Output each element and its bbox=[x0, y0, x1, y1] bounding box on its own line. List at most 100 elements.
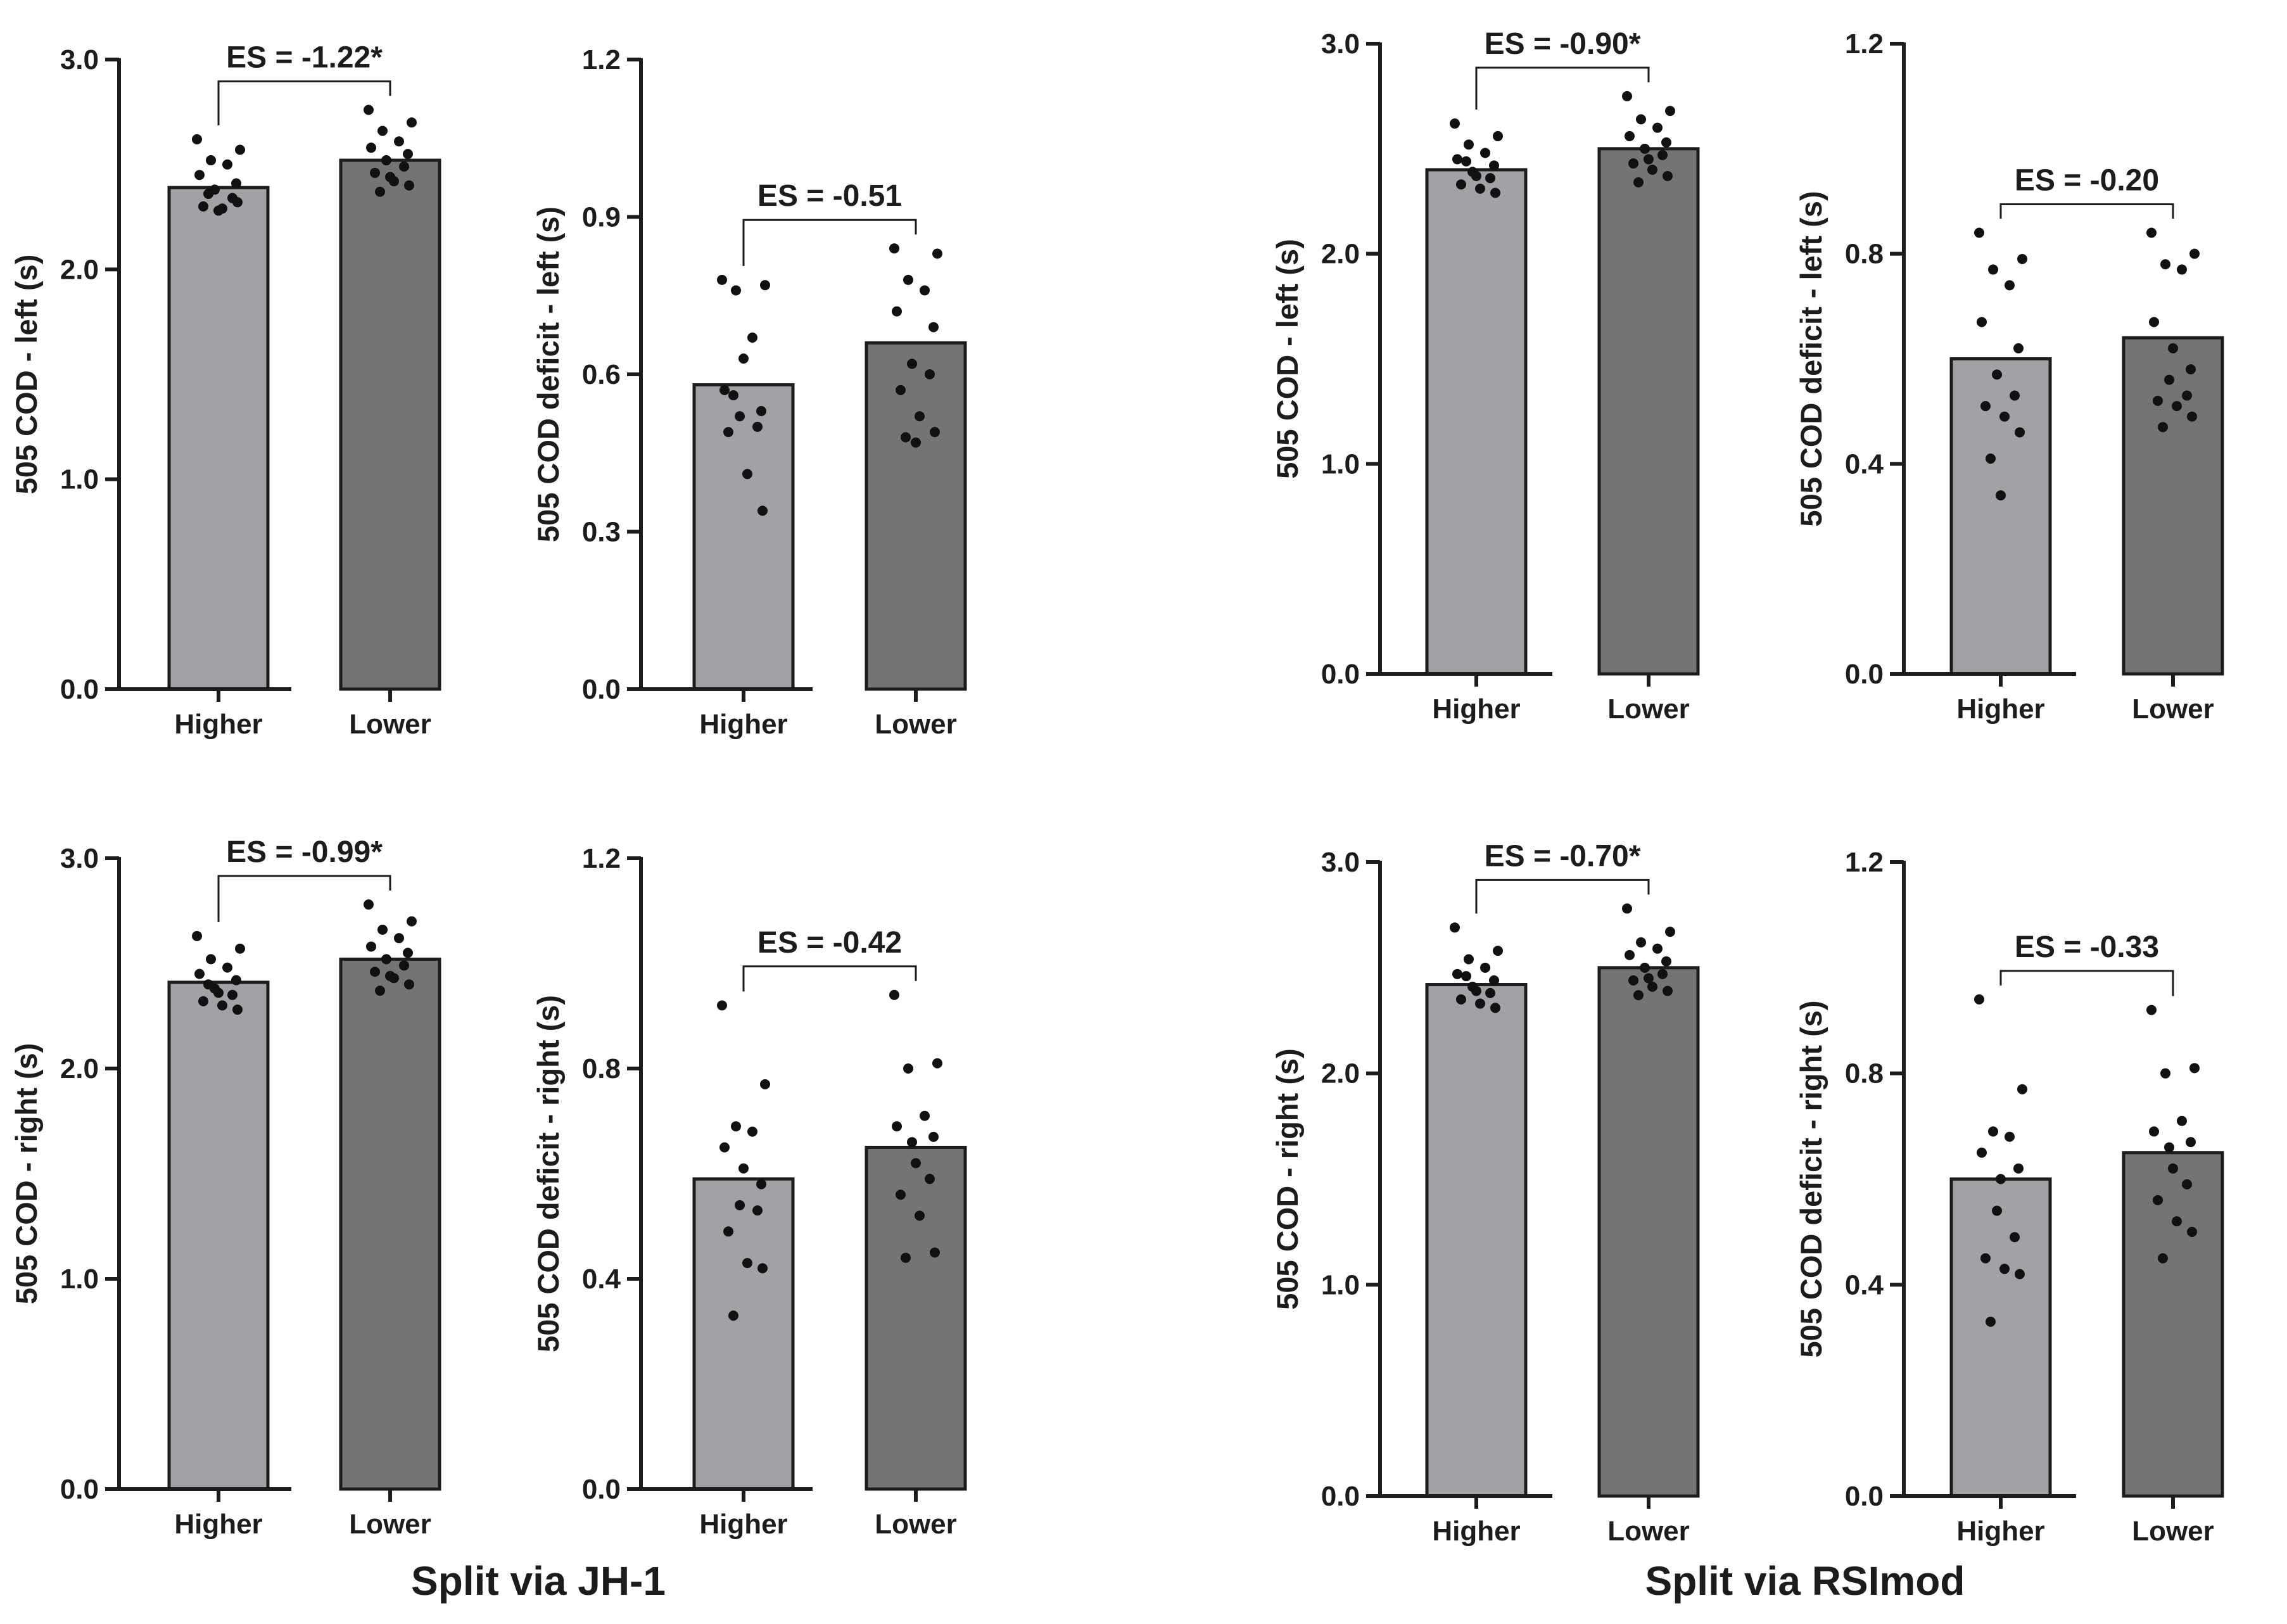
data-point bbox=[2177, 264, 2187, 275]
data-point bbox=[731, 1121, 741, 1132]
y-tick-label: 0.4 bbox=[1845, 1269, 1884, 1300]
data-point bbox=[375, 186, 385, 197]
significance-bracket bbox=[742, 965, 917, 992]
data-point bbox=[1644, 973, 1654, 984]
data-point bbox=[2186, 1137, 2196, 1148]
data-point bbox=[1661, 137, 1671, 148]
data-point bbox=[752, 421, 763, 432]
x-tick-label: Lower bbox=[2132, 1516, 2214, 1547]
bar-higher bbox=[167, 980, 270, 1491]
y-axis-title: 505 COD - left (s) bbox=[10, 255, 43, 495]
data-point bbox=[911, 1158, 921, 1169]
data-point bbox=[1489, 975, 1499, 986]
y-tick-label: 0.0 bbox=[1845, 659, 1884, 690]
x-tick-label: Higher bbox=[174, 1509, 262, 1540]
significance-bracket bbox=[217, 875, 391, 922]
data-point bbox=[1475, 998, 1485, 1009]
chart-panel-6: 0.0 0.4 0.8 1.2 Higher Lower 505 COD deficit -… bbox=[531, 843, 967, 1540]
data-point bbox=[760, 1079, 770, 1089]
data-point bbox=[2010, 1232, 2020, 1243]
x-tick-label: Lower bbox=[349, 1509, 431, 1540]
data-point bbox=[394, 933, 404, 944]
data-point bbox=[1663, 170, 1673, 181]
panels-layer: 0.0 1.0 2.0 3.0 Higher Lower 505 COD - left (s… bbox=[10, 27, 2224, 1547]
data-point bbox=[1657, 149, 1668, 160]
data-point bbox=[370, 167, 380, 178]
data-point bbox=[1657, 968, 1668, 979]
data-point bbox=[366, 143, 376, 153]
data-point bbox=[375, 986, 385, 996]
data-point bbox=[2160, 1068, 2170, 1079]
data-point bbox=[1461, 971, 1471, 982]
data-point bbox=[2010, 390, 2020, 401]
bar-higher bbox=[1425, 983, 1528, 1498]
bar-lower bbox=[1597, 966, 1700, 1498]
data-point bbox=[1652, 943, 1663, 954]
data-point bbox=[738, 1163, 749, 1174]
data-point bbox=[385, 970, 395, 981]
data-point bbox=[2146, 1005, 2157, 1015]
y-tick-label: 2.0 bbox=[1321, 1058, 1360, 1089]
data-point bbox=[1480, 148, 1490, 158]
chart-panel-3: 0.0 1.0 2.0 3.0 Higher Lower 505 COD - left (s… bbox=[1270, 27, 1700, 725]
data-point bbox=[2005, 280, 2015, 291]
data-point bbox=[364, 105, 374, 115]
y-tick-label: 3.0 bbox=[1321, 847, 1360, 878]
data-point bbox=[903, 1063, 913, 1074]
y-tick-label: 0.0 bbox=[1321, 1481, 1360, 1512]
significance-bracket bbox=[1475, 67, 1650, 110]
data-point bbox=[889, 243, 899, 254]
effect-size-annotation: ES = -0.51 bbox=[757, 179, 902, 213]
data-point bbox=[928, 322, 939, 333]
y-tick-label: 0.0 bbox=[582, 1474, 621, 1505]
data-point bbox=[1980, 1253, 1991, 1264]
data-point bbox=[2005, 1131, 2015, 1142]
data-point bbox=[920, 1110, 930, 1121]
data-point bbox=[2182, 1179, 2192, 1189]
data-point bbox=[366, 941, 376, 952]
data-point bbox=[1464, 139, 1474, 150]
data-point bbox=[403, 149, 413, 160]
data-point bbox=[232, 197, 243, 208]
x-tick-label: Lower bbox=[1607, 694, 1690, 725]
effect-size-annotation: ES = -0.42 bbox=[757, 926, 902, 960]
data-point bbox=[231, 178, 241, 189]
data-point bbox=[1636, 937, 1646, 948]
effect-size-annotation: ES = -0.70* bbox=[1485, 839, 1641, 873]
data-point bbox=[928, 1131, 939, 1142]
data-point bbox=[896, 1189, 906, 1200]
data-point bbox=[370, 967, 380, 977]
data-point bbox=[1475, 183, 1485, 194]
bar-higher bbox=[1949, 1177, 2052, 1498]
bar-lower bbox=[1597, 147, 1700, 676]
data-point bbox=[377, 924, 388, 935]
data-point bbox=[232, 1005, 243, 1015]
data-point bbox=[752, 1205, 763, 1216]
bar-lower bbox=[865, 341, 967, 691]
data-point bbox=[930, 427, 940, 438]
data-point bbox=[1652, 122, 1663, 133]
data-point bbox=[213, 205, 224, 216]
data-point bbox=[2146, 227, 2157, 238]
data-point bbox=[903, 274, 913, 285]
data-point bbox=[1986, 1316, 1996, 1327]
data-point bbox=[1999, 411, 2010, 422]
data-point bbox=[2187, 411, 2197, 422]
bar-higher bbox=[167, 186, 270, 691]
data-point bbox=[889, 989, 899, 1000]
data-point bbox=[2164, 1142, 2174, 1153]
data-point bbox=[203, 189, 213, 200]
data-point bbox=[203, 979, 213, 990]
data-point bbox=[1485, 173, 1495, 184]
data-point bbox=[1625, 130, 1635, 141]
x-tick-label: Higher bbox=[699, 1509, 787, 1540]
data-point bbox=[932, 248, 942, 259]
x-tick-label: Higher bbox=[1956, 1516, 2044, 1547]
bar-lower bbox=[865, 1146, 967, 1491]
x-tick-label: Higher bbox=[1432, 1516, 1520, 1547]
data-point bbox=[222, 962, 232, 973]
data-point bbox=[728, 1310, 738, 1321]
data-point bbox=[1628, 975, 1638, 986]
data-point bbox=[1986, 454, 1996, 464]
